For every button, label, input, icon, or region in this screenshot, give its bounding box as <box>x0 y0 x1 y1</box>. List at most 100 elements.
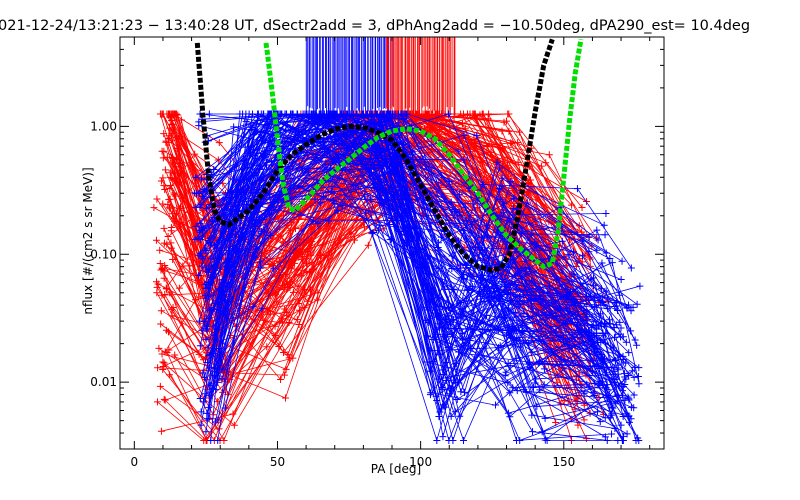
data-point-marker <box>361 192 369 200</box>
data-point-marker <box>453 310 461 318</box>
data-point-marker <box>601 231 609 239</box>
data-point-marker <box>202 428 210 436</box>
data-point-marker <box>565 251 573 259</box>
data-point-marker <box>610 344 618 352</box>
data-point-marker <box>325 217 333 225</box>
data-point-marker <box>622 338 630 346</box>
data-point-marker <box>200 373 208 381</box>
data-point-marker <box>506 139 514 147</box>
data-point-marker <box>174 135 182 143</box>
data-point-marker <box>306 286 314 294</box>
data-point-marker <box>433 436 441 444</box>
data-point-marker <box>385 110 393 118</box>
data-point-marker <box>167 224 175 232</box>
spike-group-1 <box>385 37 456 123</box>
data-point-marker <box>247 125 255 133</box>
data-point-marker <box>541 414 549 422</box>
data-point-marker <box>215 139 223 147</box>
data-point-marker <box>325 150 333 158</box>
data-point-marker <box>528 411 536 419</box>
data-point-marker <box>207 436 215 444</box>
data-point-marker <box>615 330 623 338</box>
data-point-marker <box>445 436 453 444</box>
data-point-marker <box>625 372 633 380</box>
data-point-marker <box>603 363 611 371</box>
data-point-marker <box>579 252 587 260</box>
data-point-marker <box>628 367 636 375</box>
data-point-marker <box>156 246 164 254</box>
data-point-marker <box>495 184 503 192</box>
data-point-marker <box>582 435 590 443</box>
data-point-marker <box>611 334 619 342</box>
data-point-marker <box>267 158 275 166</box>
data-point-marker <box>311 110 319 118</box>
data-point-marker <box>203 409 211 417</box>
data-point-marker <box>156 259 164 267</box>
data-point-marker <box>295 182 303 190</box>
data-point-marker <box>171 351 179 359</box>
data-point-marker <box>203 321 211 329</box>
data-point-marker <box>476 158 484 166</box>
data-point-marker <box>460 275 468 283</box>
data-point-marker <box>168 305 176 313</box>
data-point-marker <box>191 235 199 243</box>
data-point-marker <box>527 231 535 239</box>
data-point-marker <box>427 124 435 132</box>
data-point-marker <box>455 191 463 199</box>
data-point-marker <box>281 394 289 402</box>
data-point-marker <box>424 110 432 118</box>
series-line <box>198 152 624 417</box>
data-point-marker <box>157 320 165 328</box>
data-point-marker <box>369 229 377 237</box>
data-point-marker <box>191 150 199 158</box>
data-point-marker <box>168 167 176 175</box>
data-point-marker <box>608 403 616 411</box>
data-point-marker <box>625 349 633 357</box>
data-point-marker <box>484 115 492 123</box>
data-point-marker <box>285 318 293 326</box>
data-point-marker <box>471 110 479 118</box>
data-point-marker <box>211 418 219 426</box>
fit-curve-1 <box>263 38 584 270</box>
data-point-marker <box>463 235 471 243</box>
x-tick-label: 0 <box>130 455 138 469</box>
data-point-marker <box>195 122 203 130</box>
data-point-marker <box>611 375 619 383</box>
data-point-marker <box>545 151 553 159</box>
data-point-marker <box>265 190 273 198</box>
data-point-marker <box>328 182 336 190</box>
data-point-marker <box>154 364 162 372</box>
data-point-marker <box>558 237 566 245</box>
data-point-marker <box>276 232 284 240</box>
data-point-marker <box>619 356 627 364</box>
x-tick-label: 50 <box>270 455 285 469</box>
data-point-marker <box>450 376 458 384</box>
data-point-marker <box>585 233 593 241</box>
data-point-marker <box>612 321 620 329</box>
y-tick-label: 1.00 <box>90 119 117 133</box>
data-point-marker <box>435 375 443 383</box>
data-point-marker <box>529 428 536 436</box>
data-point-marker <box>236 311 244 319</box>
data-point-marker <box>192 222 200 230</box>
data-point-marker <box>480 297 488 305</box>
plot-area <box>150 37 644 444</box>
data-point-marker <box>509 322 517 330</box>
data-point-marker <box>553 316 561 324</box>
data-point-marker <box>160 359 168 367</box>
data-point-marker <box>326 164 334 172</box>
data-point-marker <box>594 236 602 244</box>
data-point-marker <box>192 173 200 181</box>
data-point-marker <box>202 247 210 255</box>
data-point-marker <box>633 300 641 308</box>
data-point-marker <box>542 159 550 167</box>
data-point-marker <box>204 237 212 245</box>
data-point-marker <box>239 110 247 118</box>
data-point-marker <box>403 110 411 118</box>
data-point-marker <box>593 226 601 234</box>
data-point-marker <box>345 167 353 175</box>
data-point-marker <box>159 362 167 370</box>
data-point-marker <box>332 151 340 159</box>
data-point-marker <box>317 252 325 260</box>
data-point-marker <box>257 177 265 185</box>
